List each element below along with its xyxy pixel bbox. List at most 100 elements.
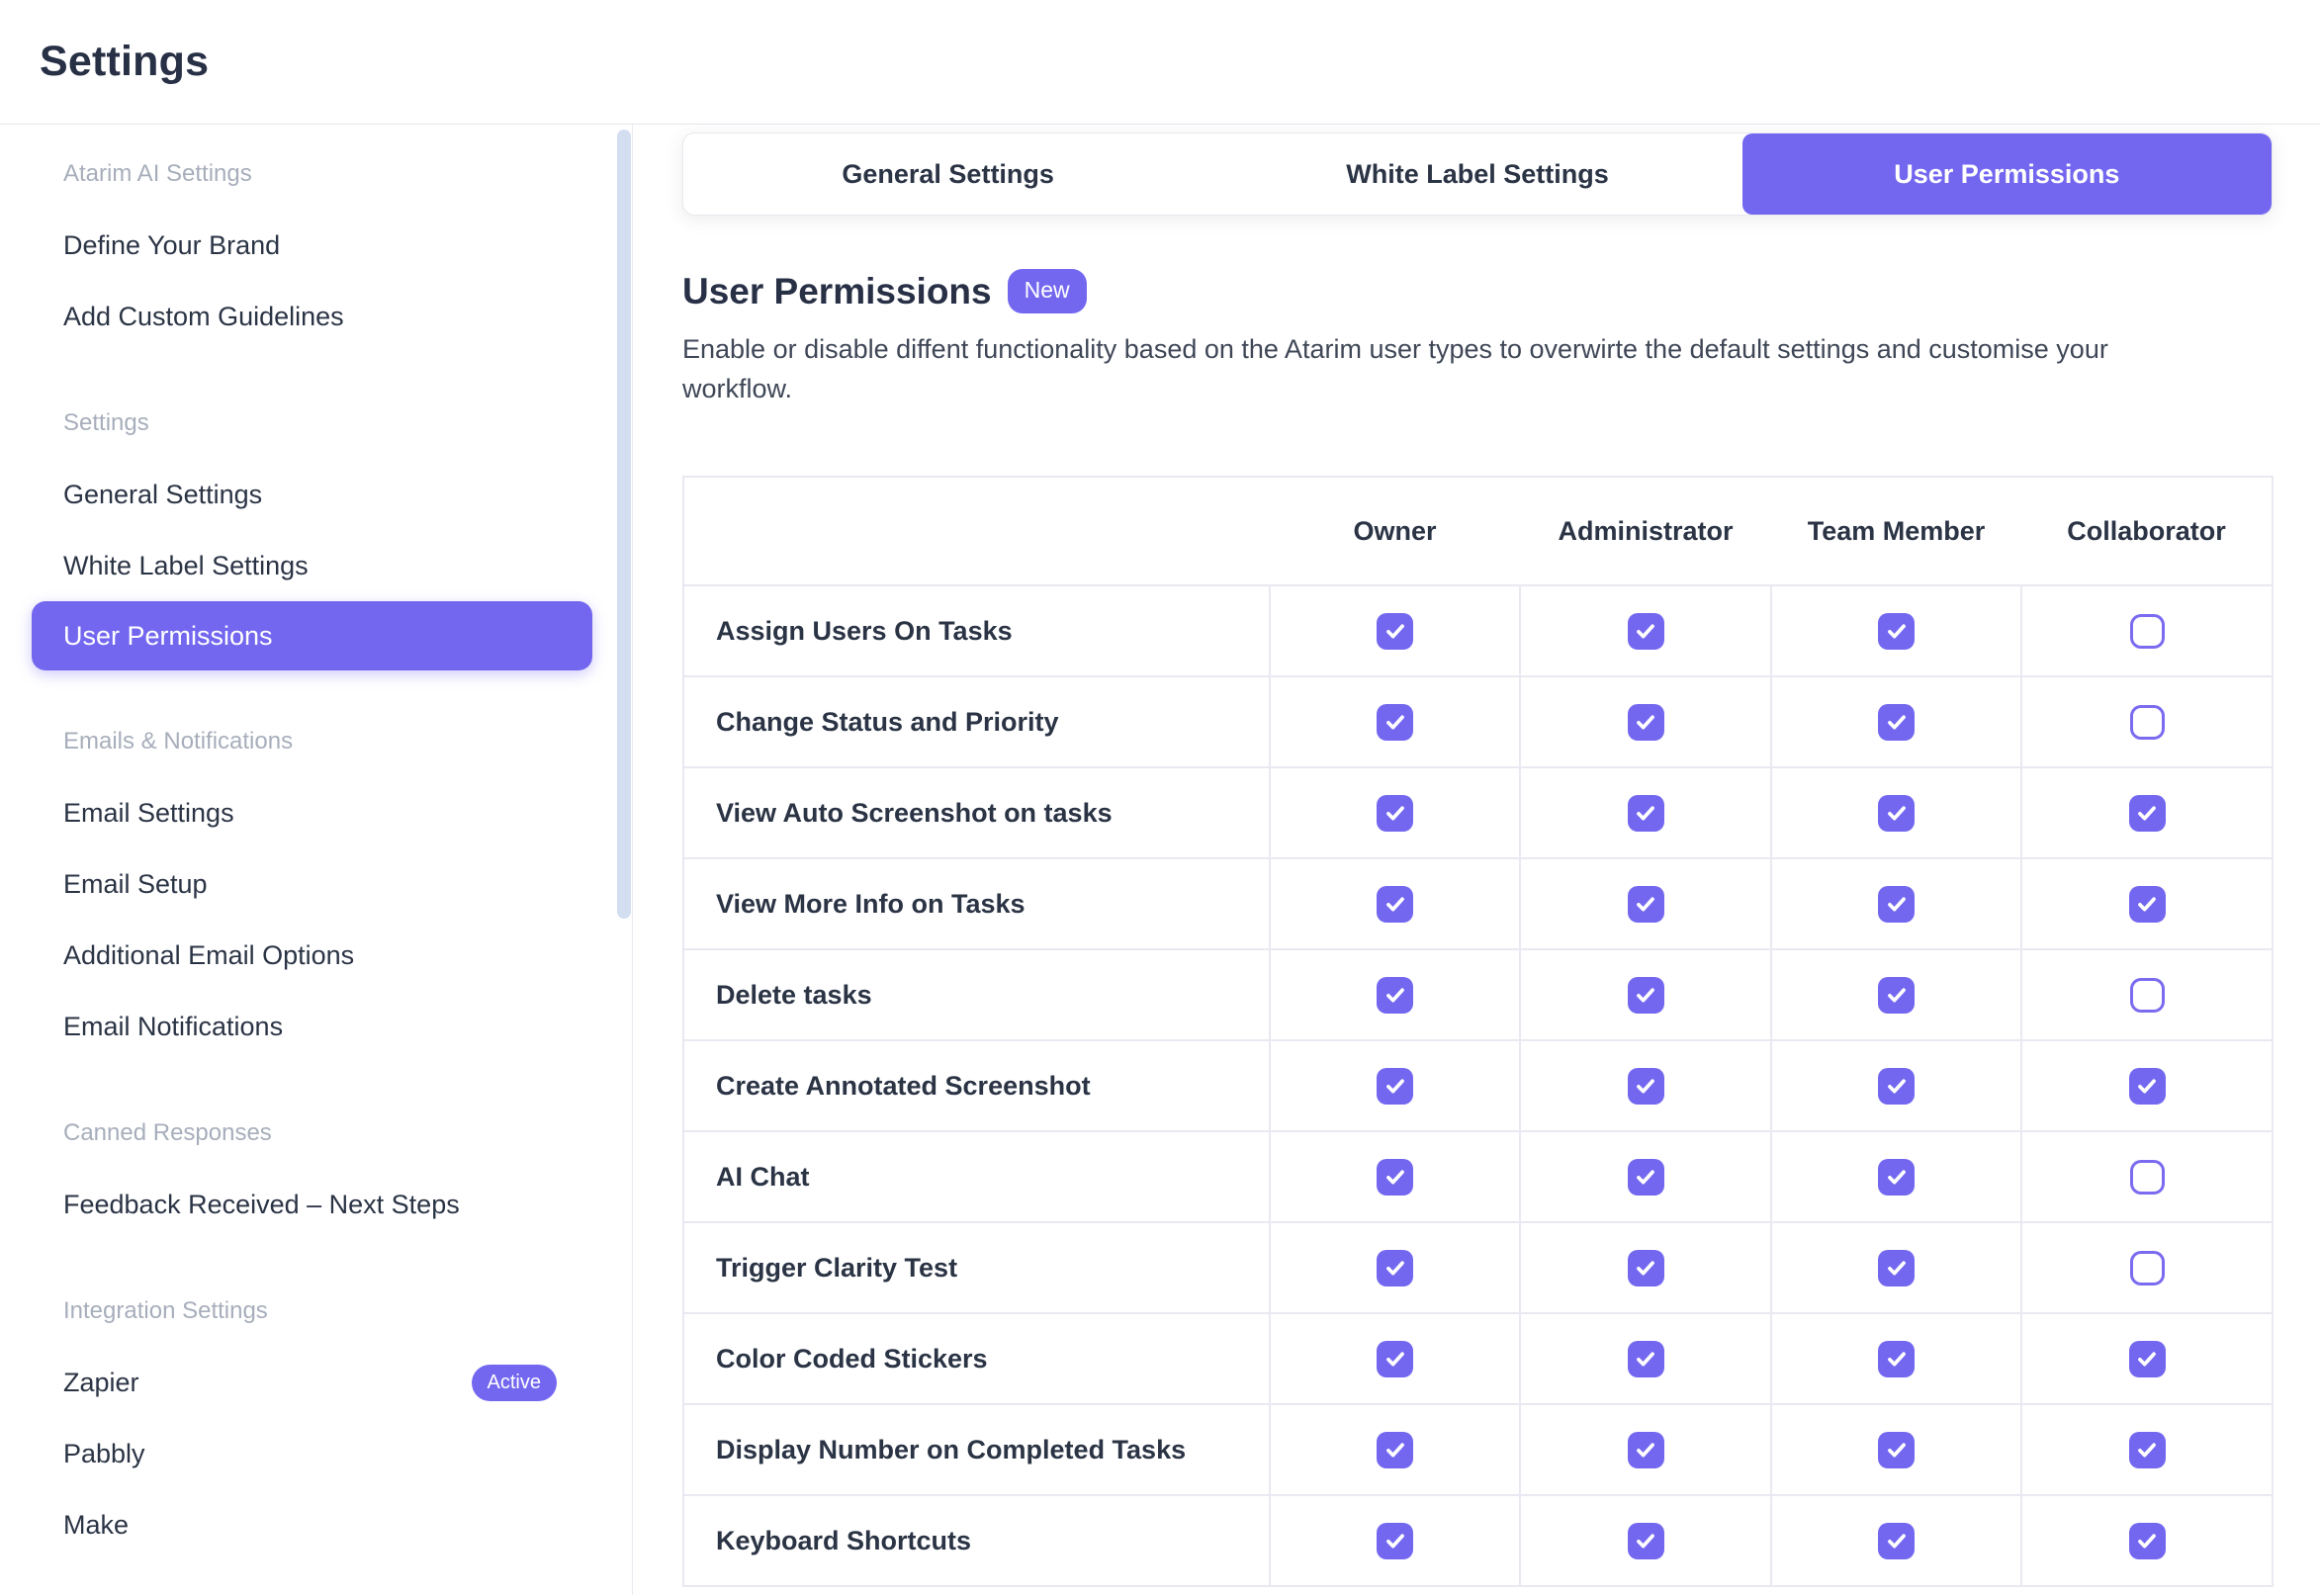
permission-checkbox-checked[interactable] (1627, 976, 1664, 1014)
sidebar-item-zapier[interactable]: Zapier Active (32, 1347, 592, 1418)
permission-cell (1269, 948, 1521, 1041)
sidebar-scrollbar[interactable] (617, 130, 631, 919)
permission-checkbox-checked[interactable] (2128, 794, 2166, 832)
permission-checkbox-checked[interactable] (1878, 1522, 1915, 1559)
tab-general-settings[interactable]: General Settings (842, 158, 1054, 189)
permission-cell (2020, 1312, 2274, 1405)
check-icon (1385, 1534, 1404, 1549)
permission-checkbox-checked[interactable] (2128, 885, 2166, 923)
permission-checkbox-checked[interactable] (1627, 1158, 1664, 1196)
permission-checkbox-checked[interactable] (1377, 976, 1413, 1014)
sidebar-item-email-settings[interactable]: Email Settings (32, 777, 592, 848)
permission-checkbox-checked[interactable] (2128, 1431, 2166, 1468)
sidebar-item-feedback-received-next-steps[interactable]: Feedback Received – Next Steps (32, 1169, 592, 1240)
permission-checkbox-checked[interactable] (1377, 703, 1413, 741)
sidebar-item-define-your-brand[interactable]: Define Your Brand (32, 210, 592, 281)
permission-cell (1519, 1130, 1772, 1223)
row-label: View More Info on Tasks (682, 857, 1271, 950)
sidebar-item-label: General Settings (63, 479, 263, 509)
permission-checkbox-checked[interactable] (1377, 1249, 1413, 1286)
permission-checkbox-unchecked[interactable] (2129, 1250, 2165, 1286)
main-content: General Settings White Label Settings User… (633, 125, 2320, 1595)
sidebar-item-white-label-settings[interactable]: White Label Settings (32, 530, 592, 601)
page-title: Settings (40, 38, 210, 85)
permission-checkbox-checked[interactable] (1377, 1158, 1413, 1196)
permission-checkbox-checked[interactable] (1377, 1067, 1413, 1105)
permission-checkbox-unchecked[interactable] (2129, 704, 2165, 740)
permission-checkbox-checked[interactable] (1878, 612, 1915, 650)
permission-checkbox-checked[interactable] (2128, 1340, 2166, 1377)
sidebar-item-general-settings[interactable]: General Settings (32, 459, 592, 530)
permission-checkbox-unchecked[interactable] (2129, 613, 2165, 649)
row-label: View Auto Screenshot on tasks (682, 766, 1271, 859)
page-heading: User Permissions New (682, 269, 2273, 313)
sidebar-item-add-custom-guidelines[interactable]: Add Custom Guidelines (32, 281, 592, 352)
permission-checkbox-checked[interactable] (1627, 1431, 1664, 1468)
check-icon (1887, 1170, 1906, 1185)
check-icon (1637, 1534, 1654, 1549)
permission-checkbox-checked[interactable] (1627, 794, 1664, 832)
permission-checkbox-checked[interactable] (1878, 1340, 1915, 1377)
permission-checkbox-checked[interactable] (2128, 1522, 2166, 1559)
permission-checkbox-checked[interactable] (1627, 885, 1664, 923)
check-icon (1385, 1079, 1404, 1094)
permission-checkbox-checked[interactable] (1878, 1249, 1915, 1286)
sidebar-item-email-notifications[interactable]: Email Notifications (32, 991, 592, 1062)
sidebar-section: Integration Settings Zapier Active Pabbl… (0, 1276, 632, 1560)
permission-checkbox-checked[interactable] (1377, 1431, 1413, 1468)
check-icon (1385, 897, 1404, 912)
permission-checkbox-checked[interactable] (1878, 1158, 1915, 1196)
tab-white-label-settings[interactable]: White Label Settings (1346, 158, 1609, 189)
permission-checkbox-unchecked[interactable] (2129, 1159, 2165, 1195)
check-icon (2138, 1079, 2156, 1094)
permission-checkbox-checked[interactable] (1377, 1522, 1413, 1559)
permission-checkbox-checked[interactable] (1878, 1067, 1915, 1105)
permission-cell (1770, 1039, 2022, 1132)
sidebar-section-label: Emails & Notifications (63, 728, 294, 754)
sidebar-section: Settings General Settings White Label Se… (0, 388, 632, 670)
permission-cell (2020, 584, 2274, 677)
app-header: Settings (0, 0, 2320, 125)
sidebar-item-pabbly[interactable]: Pabbly (32, 1418, 592, 1489)
new-badge: New (1007, 269, 1087, 313)
permission-checkbox-checked[interactable] (1627, 1522, 1664, 1559)
permission-checkbox-checked[interactable] (1878, 1431, 1915, 1468)
permission-checkbox-checked[interactable] (1377, 1340, 1413, 1377)
tab-bar: General Settings White Label Settings User… (682, 133, 2273, 216)
permission-checkbox-checked[interactable] (1878, 885, 1915, 923)
permission-cell (1519, 1312, 1772, 1405)
table-row: Assign Users On Tasks (682, 584, 2274, 677)
tab-user-permissions[interactable]: User Permissions (1741, 133, 2272, 215)
row-label: Delete tasks (682, 948, 1271, 1041)
permission-checkbox-checked[interactable] (2128, 1067, 2166, 1105)
permission-checkbox-unchecked[interactable] (2129, 977, 2165, 1013)
permission-cell (2020, 1494, 2274, 1587)
permission-checkbox-checked[interactable] (1377, 885, 1413, 923)
permission-checkbox-checked[interactable] (1627, 1249, 1664, 1286)
permission-checkbox-checked[interactable] (1878, 794, 1915, 832)
permission-cell (1770, 584, 2022, 677)
sidebar-item-user-permissions[interactable]: User Permissions (32, 601, 592, 670)
sidebar-item-label: Zapier (63, 1367, 139, 1397)
permission-checkbox-checked[interactable] (1627, 703, 1664, 741)
permission-cell (1269, 1039, 1521, 1132)
permission-checkbox-checked[interactable] (1377, 794, 1413, 832)
sidebar-item-make[interactable]: Make (32, 1489, 592, 1560)
sidebar-item-label: Define Your Brand (63, 229, 281, 260)
permission-checkbox-checked[interactable] (1627, 1340, 1664, 1377)
sidebar-section-label: Integration Settings (63, 1297, 268, 1324)
sidebar-item-email-setup[interactable]: Email Setup (32, 848, 592, 920)
empty-header-cell (683, 477, 1270, 586)
permission-checkbox-checked[interactable] (1627, 612, 1664, 650)
sidebar-item-label: Make (63, 1509, 130, 1540)
sidebar-item-label: Feedback Received – Next Steps (63, 1189, 460, 1219)
check-icon (1887, 897, 1906, 912)
permission-checkbox-checked[interactable] (1878, 703, 1915, 741)
permission-checkbox-checked[interactable] (1627, 1067, 1664, 1105)
sidebar-item-additional-email-options[interactable]: Additional Email Options (32, 920, 592, 991)
permission-checkbox-checked[interactable] (1878, 976, 1915, 1014)
permission-cell (2020, 857, 2274, 950)
permission-checkbox-checked[interactable] (1377, 612, 1413, 650)
permission-cell (1770, 1130, 2022, 1223)
